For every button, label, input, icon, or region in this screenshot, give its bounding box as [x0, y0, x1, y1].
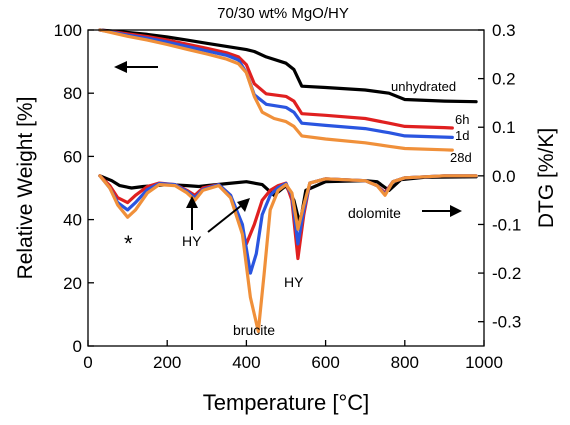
chart-title: 70/30 wt% MgO/HY — [217, 5, 349, 22]
x-tick-label: 1000 — [465, 353, 503, 372]
y2-axis-label: DTG [%/K] — [535, 128, 558, 228]
tg-line-unhydrated — [98, 28, 478, 104]
y2-tick-label: -0.2 — [492, 264, 521, 283]
tg-line-28d — [98, 28, 454, 152]
axes: 0 200 400 600 800 1000 0 20 40 60 80 100 -0.3 -0.2 -0.… — [54, 21, 522, 372]
tg-line-6h — [98, 28, 454, 130]
y-tick-label: 0 — [73, 337, 82, 356]
y2-tick-label: 0.0 — [492, 167, 516, 186]
y-tick-label: 100 — [54, 21, 82, 40]
y2-tick-label: 0.3 — [492, 21, 516, 40]
label-28d: 28d — [450, 150, 472, 165]
x-tick-label: 200 — [153, 353, 181, 372]
y2-tick-label: -0.1 — [492, 215, 521, 234]
arrow-dtg-to-right-axis — [422, 205, 462, 217]
label-dolomite: dolomite — [348, 205, 401, 221]
arrow-hy-right — [207, 198, 250, 233]
label-hy-left: HY — [182, 233, 202, 249]
dtg-line-1d — [98, 174, 478, 275]
label-hy-right: HY — [284, 274, 304, 290]
label-1d: 1d — [455, 128, 469, 143]
y2-tick-label: 0.1 — [492, 118, 516, 137]
y-tick-label: 20 — [63, 274, 82, 293]
plot-lines — [98, 28, 478, 333]
x-tick-label: 400 — [232, 353, 260, 372]
plot-frame — [87, 29, 485, 347]
arrow-hy-left — [186, 196, 198, 230]
arrow-tg-to-left-axis — [114, 61, 158, 73]
y-tick-label: 60 — [63, 147, 82, 166]
y2-tick-label: -0.3 — [492, 313, 521, 332]
label-star: * — [124, 231, 133, 256]
x-tick-label: 600 — [311, 353, 339, 372]
y-tick-label: 80 — [63, 84, 82, 103]
dtg-line-unhydrated — [98, 174, 478, 227]
x-tick-label: 0 — [83, 353, 92, 372]
label-6h: 6h — [455, 112, 469, 127]
y-axis-label: Relative Weight [%] — [14, 97, 37, 280]
tg-line-1d — [98, 28, 454, 139]
x-tick-label: 800 — [391, 353, 419, 372]
x-axis-label: Temperature [°C] — [203, 390, 370, 415]
y-tick-label: 40 — [63, 211, 82, 230]
label-unhydrated: unhydrated — [391, 79, 456, 94]
label-brucite: brucite — [233, 322, 275, 338]
y2-tick-label: 0.2 — [492, 70, 516, 89]
dtg-line-28d — [98, 174, 478, 333]
